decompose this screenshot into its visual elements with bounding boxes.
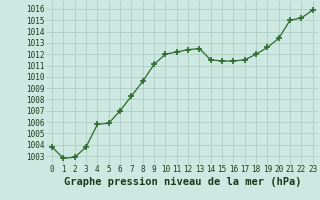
X-axis label: Graphe pression niveau de la mer (hPa): Graphe pression niveau de la mer (hPa) <box>64 177 301 187</box>
